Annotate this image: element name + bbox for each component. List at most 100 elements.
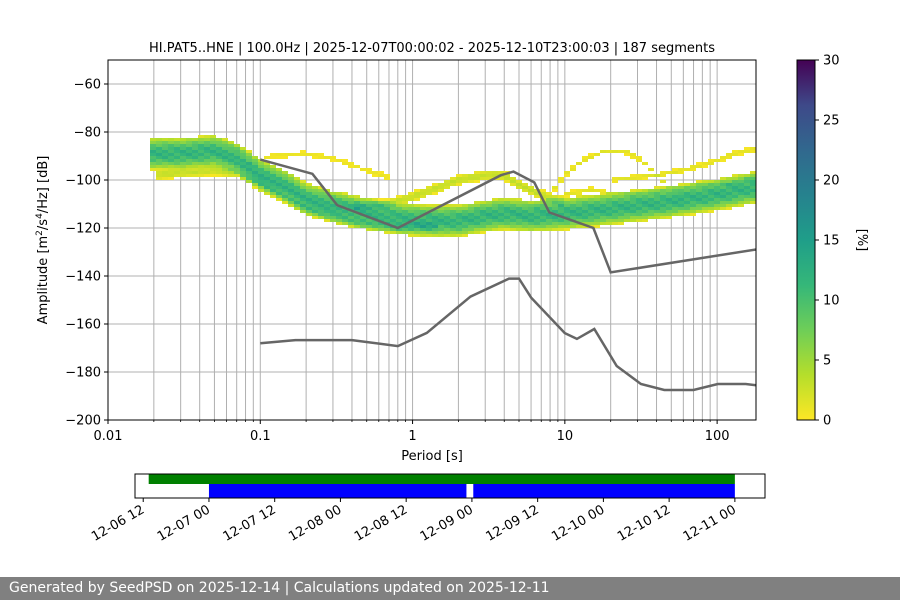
psd-cell <box>702 198 708 201</box>
psd-cell <box>366 219 372 222</box>
psd-cell <box>660 210 666 213</box>
psd-cell <box>228 168 234 171</box>
psd-cell <box>270 165 276 168</box>
psd-cell <box>306 210 312 213</box>
psd-cell <box>690 168 696 171</box>
psd-cell <box>426 222 432 225</box>
psd-cell <box>744 192 750 195</box>
psd-cell <box>372 198 378 201</box>
psd-cell <box>546 225 552 228</box>
psd-cell <box>558 180 564 183</box>
psd-cell <box>252 174 258 177</box>
psd-cell <box>480 207 486 210</box>
psd-cell <box>498 213 504 216</box>
psd-cell <box>198 138 204 141</box>
psd-cell <box>174 138 180 141</box>
psd-cell <box>234 150 240 153</box>
psd-cell <box>564 228 570 231</box>
psd-cell <box>546 207 552 210</box>
psd-cell <box>378 216 384 219</box>
psd-cell <box>444 234 450 237</box>
psd-cell <box>276 195 282 198</box>
psd-cell <box>468 216 474 219</box>
psd-cell <box>288 153 294 156</box>
psd-cell <box>522 189 528 192</box>
psd-cell <box>306 204 312 207</box>
psd-cell <box>654 201 660 204</box>
psd-cell <box>246 168 252 171</box>
psd-cell <box>486 216 492 219</box>
psd-cell <box>654 186 660 189</box>
psd-cell <box>342 201 348 204</box>
psd-cell <box>240 159 246 162</box>
psd-cell <box>216 156 222 159</box>
psd-cell <box>366 198 372 201</box>
psd-cell <box>558 207 564 210</box>
psd-cell <box>570 168 576 171</box>
psd-cell <box>180 147 186 150</box>
psd-cell <box>684 204 690 207</box>
psd-cell <box>600 201 606 204</box>
colorbar-tick-label: 0 <box>823 414 831 429</box>
psd-cell <box>534 207 540 210</box>
psd-cell <box>582 207 588 210</box>
psd-cell <box>720 189 726 192</box>
psd-cell <box>222 168 228 171</box>
psd-cell <box>684 207 690 210</box>
psd-cell <box>732 180 738 183</box>
psd-cell <box>462 180 468 183</box>
psd-cell <box>156 165 162 168</box>
psd-cell <box>678 183 684 186</box>
psd-cell <box>606 216 612 219</box>
psd-cell <box>378 228 384 231</box>
psd-cell <box>336 213 342 216</box>
psd-cell <box>366 213 372 216</box>
psd-cell <box>732 204 738 207</box>
psd-cell <box>702 162 708 165</box>
psd-cell <box>726 207 732 210</box>
psd-cell <box>168 171 174 174</box>
psd-cell <box>492 201 498 204</box>
psd-cell <box>468 213 474 216</box>
psd-cell <box>468 210 474 213</box>
timeline-axis: 12-06 12 12-07 00 12-07 12 12-08 00 12-08 12… <box>89 498 739 545</box>
psd-cell <box>456 210 462 213</box>
psd-cell <box>492 207 498 210</box>
timeline-tick-label: 12-08 12 <box>352 502 410 544</box>
psd-cell <box>702 183 708 186</box>
psd-cell <box>696 189 702 192</box>
psd-cell <box>162 174 168 177</box>
timeline-tick-label: 12-08 00 <box>286 502 344 544</box>
psd-cell <box>612 216 618 219</box>
psd-cell <box>570 165 576 168</box>
psd-cell <box>486 201 492 204</box>
psd-cell <box>300 153 306 156</box>
psd-cell <box>654 174 660 177</box>
psd-cell <box>438 228 444 231</box>
psd-cell <box>348 201 354 204</box>
noise-models <box>259 158 756 392</box>
psd-cell <box>702 195 708 198</box>
psd-cell <box>690 198 696 201</box>
psd-cell <box>630 192 636 195</box>
psd-cell <box>582 198 588 201</box>
psd-cell <box>534 213 540 216</box>
psd-cell <box>234 171 240 174</box>
psd-cell <box>384 174 390 177</box>
psd-cell <box>198 159 204 162</box>
psd-cell <box>546 228 552 231</box>
psd-cell <box>576 207 582 210</box>
psd-cell <box>672 198 678 201</box>
psd-cell <box>684 198 690 201</box>
psd-cell <box>366 168 372 171</box>
psd-cell <box>282 192 288 195</box>
psd-cell <box>354 165 360 168</box>
psd-cell <box>162 147 168 150</box>
psd-cell <box>372 171 378 174</box>
psd-cell <box>582 195 588 198</box>
psd-cell <box>342 162 348 165</box>
psd-cell <box>240 174 246 177</box>
psd-cell <box>306 189 312 192</box>
psd-cell <box>738 153 744 156</box>
psd-cell <box>552 195 558 198</box>
